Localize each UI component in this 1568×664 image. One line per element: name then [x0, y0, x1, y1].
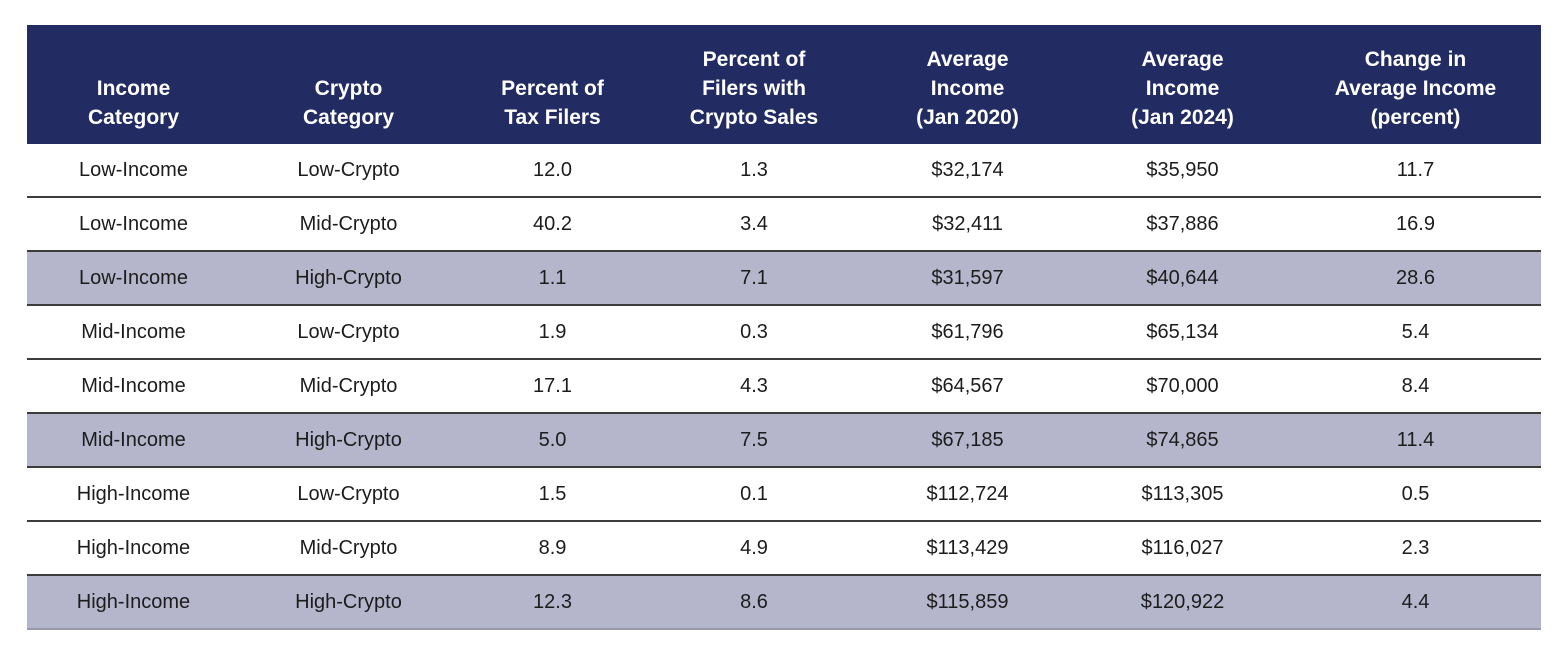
- table-cell: 11.4: [1290, 412, 1541, 467]
- table-cell: $65,134: [1075, 304, 1290, 359]
- table-cell: $113,429: [860, 520, 1075, 575]
- table-cell: 4.4: [1290, 574, 1541, 630]
- table-row: Mid-Income Low-Crypto 1.9 0.3 $61,796 $6…: [27, 304, 1541, 359]
- column-header-average-income-2020: Average Income (Jan 2020): [860, 25, 1075, 143]
- table-cell: 8.6: [648, 574, 860, 630]
- column-header-percent-filers-crypto-sales: Percent of Filers with Crypto Sales: [648, 25, 860, 143]
- table-cell: 2.3: [1290, 520, 1541, 575]
- table-cell: Mid-Income: [27, 304, 240, 359]
- table-cell: Low-Crypto: [240, 142, 457, 197]
- table-row: Low-Income Low-Crypto 12.0 1.3 $32,174 $…: [27, 142, 1541, 197]
- table-cell: 1.3: [648, 142, 860, 197]
- table-header: Income Category Crypto Category Percent …: [27, 25, 1541, 143]
- income-crypto-table: Income Category Crypto Category Percent …: [27, 25, 1541, 630]
- table-cell: Low-Crypto: [240, 304, 457, 359]
- column-header-average-income-2024: Average Income (Jan 2024): [1075, 25, 1290, 143]
- table-cell: 17.1: [457, 358, 648, 413]
- table-row: Mid-Income Mid-Crypto 17.1 4.3 $64,567 $…: [27, 358, 1541, 413]
- table-cell: 8.9: [457, 520, 648, 575]
- table-cell: $70,000: [1075, 358, 1290, 413]
- table-cell: 5.4: [1290, 304, 1541, 359]
- table-cell: Low-Income: [27, 196, 240, 251]
- column-header-crypto-category: Crypto Category: [240, 25, 457, 143]
- table-cell: Mid-Crypto: [240, 196, 457, 251]
- table-cell: $112,724: [860, 466, 1075, 521]
- column-header-income-category: Income Category: [27, 25, 240, 143]
- table-cell: 0.1: [648, 466, 860, 521]
- table-cell: 1.9: [457, 304, 648, 359]
- table-cell: $61,796: [860, 304, 1075, 359]
- table-body: Low-Income Low-Crypto 12.0 1.3 $32,174 $…: [27, 142, 1541, 630]
- table-cell: $67,185: [860, 412, 1075, 467]
- table-cell: 7.1: [648, 250, 860, 305]
- table-cell: Low-Income: [27, 142, 240, 197]
- table-row-highlighted: Mid-Income High-Crypto 5.0 7.5 $67,185 $…: [27, 412, 1541, 467]
- table-cell: 16.9: [1290, 196, 1541, 251]
- table-cell: $120,922: [1075, 574, 1290, 630]
- column-header-change-average-income: Change in Average Income (percent): [1290, 25, 1541, 143]
- table-cell: 1.5: [457, 466, 648, 521]
- table-cell: $32,174: [860, 142, 1075, 197]
- table-row-highlighted: High-Income High-Crypto 12.3 8.6 $115,85…: [27, 574, 1541, 630]
- table-cell: $37,886: [1075, 196, 1290, 251]
- table-cell: High-Income: [27, 574, 240, 630]
- table-cell: Mid-Crypto: [240, 358, 457, 413]
- table-cell: 1.1: [457, 250, 648, 305]
- table-cell: $32,411: [860, 196, 1075, 251]
- table-cell: High-Crypto: [240, 574, 457, 630]
- table-cell: $74,865: [1075, 412, 1290, 467]
- table-cell: 8.4: [1290, 358, 1541, 413]
- table-cell: 28.6: [1290, 250, 1541, 305]
- table-cell: $115,859: [860, 574, 1075, 630]
- table-cell: Mid-Income: [27, 358, 240, 413]
- table-cell: Mid-Crypto: [240, 520, 457, 575]
- table-cell: $64,567: [860, 358, 1075, 413]
- table-row-highlighted: Low-Income High-Crypto 1.1 7.1 $31,597 $…: [27, 250, 1541, 305]
- table-cell: 11.7: [1290, 142, 1541, 197]
- table-cell: $31,597: [860, 250, 1075, 305]
- table-cell: High-Crypto: [240, 250, 457, 305]
- table-cell: 4.3: [648, 358, 860, 413]
- table-cell: 5.0: [457, 412, 648, 467]
- table-cell: 40.2: [457, 196, 648, 251]
- table-cell: 0.5: [1290, 466, 1541, 521]
- table-cell: Low-Income: [27, 250, 240, 305]
- table-row: High-Income Mid-Crypto 8.9 4.9 $113,429 …: [27, 520, 1541, 575]
- table-row: High-Income Low-Crypto 1.5 0.1 $112,724 …: [27, 466, 1541, 521]
- table-cell: $116,027: [1075, 520, 1290, 575]
- table-cell: 0.3: [648, 304, 860, 359]
- table-cell: 4.9: [648, 520, 860, 575]
- table-row: Low-Income Mid-Crypto 40.2 3.4 $32,411 $…: [27, 196, 1541, 251]
- table-cell: 12.0: [457, 142, 648, 197]
- table-cell: High-Crypto: [240, 412, 457, 467]
- table-cell: Mid-Income: [27, 412, 240, 467]
- table-cell: 12.3: [457, 574, 648, 630]
- column-header-percent-tax-filers: Percent of Tax Filers: [457, 25, 648, 143]
- header-row: Income Category Crypto Category Percent …: [27, 25, 1541, 143]
- table-cell: High-Income: [27, 466, 240, 521]
- table-cell: $113,305: [1075, 466, 1290, 521]
- table-cell: 3.4: [648, 196, 860, 251]
- table-cell: $40,644: [1075, 250, 1290, 305]
- table-cell: High-Income: [27, 520, 240, 575]
- table-cell: Low-Crypto: [240, 466, 457, 521]
- table-cell: 7.5: [648, 412, 860, 467]
- table-cell: $35,950: [1075, 142, 1290, 197]
